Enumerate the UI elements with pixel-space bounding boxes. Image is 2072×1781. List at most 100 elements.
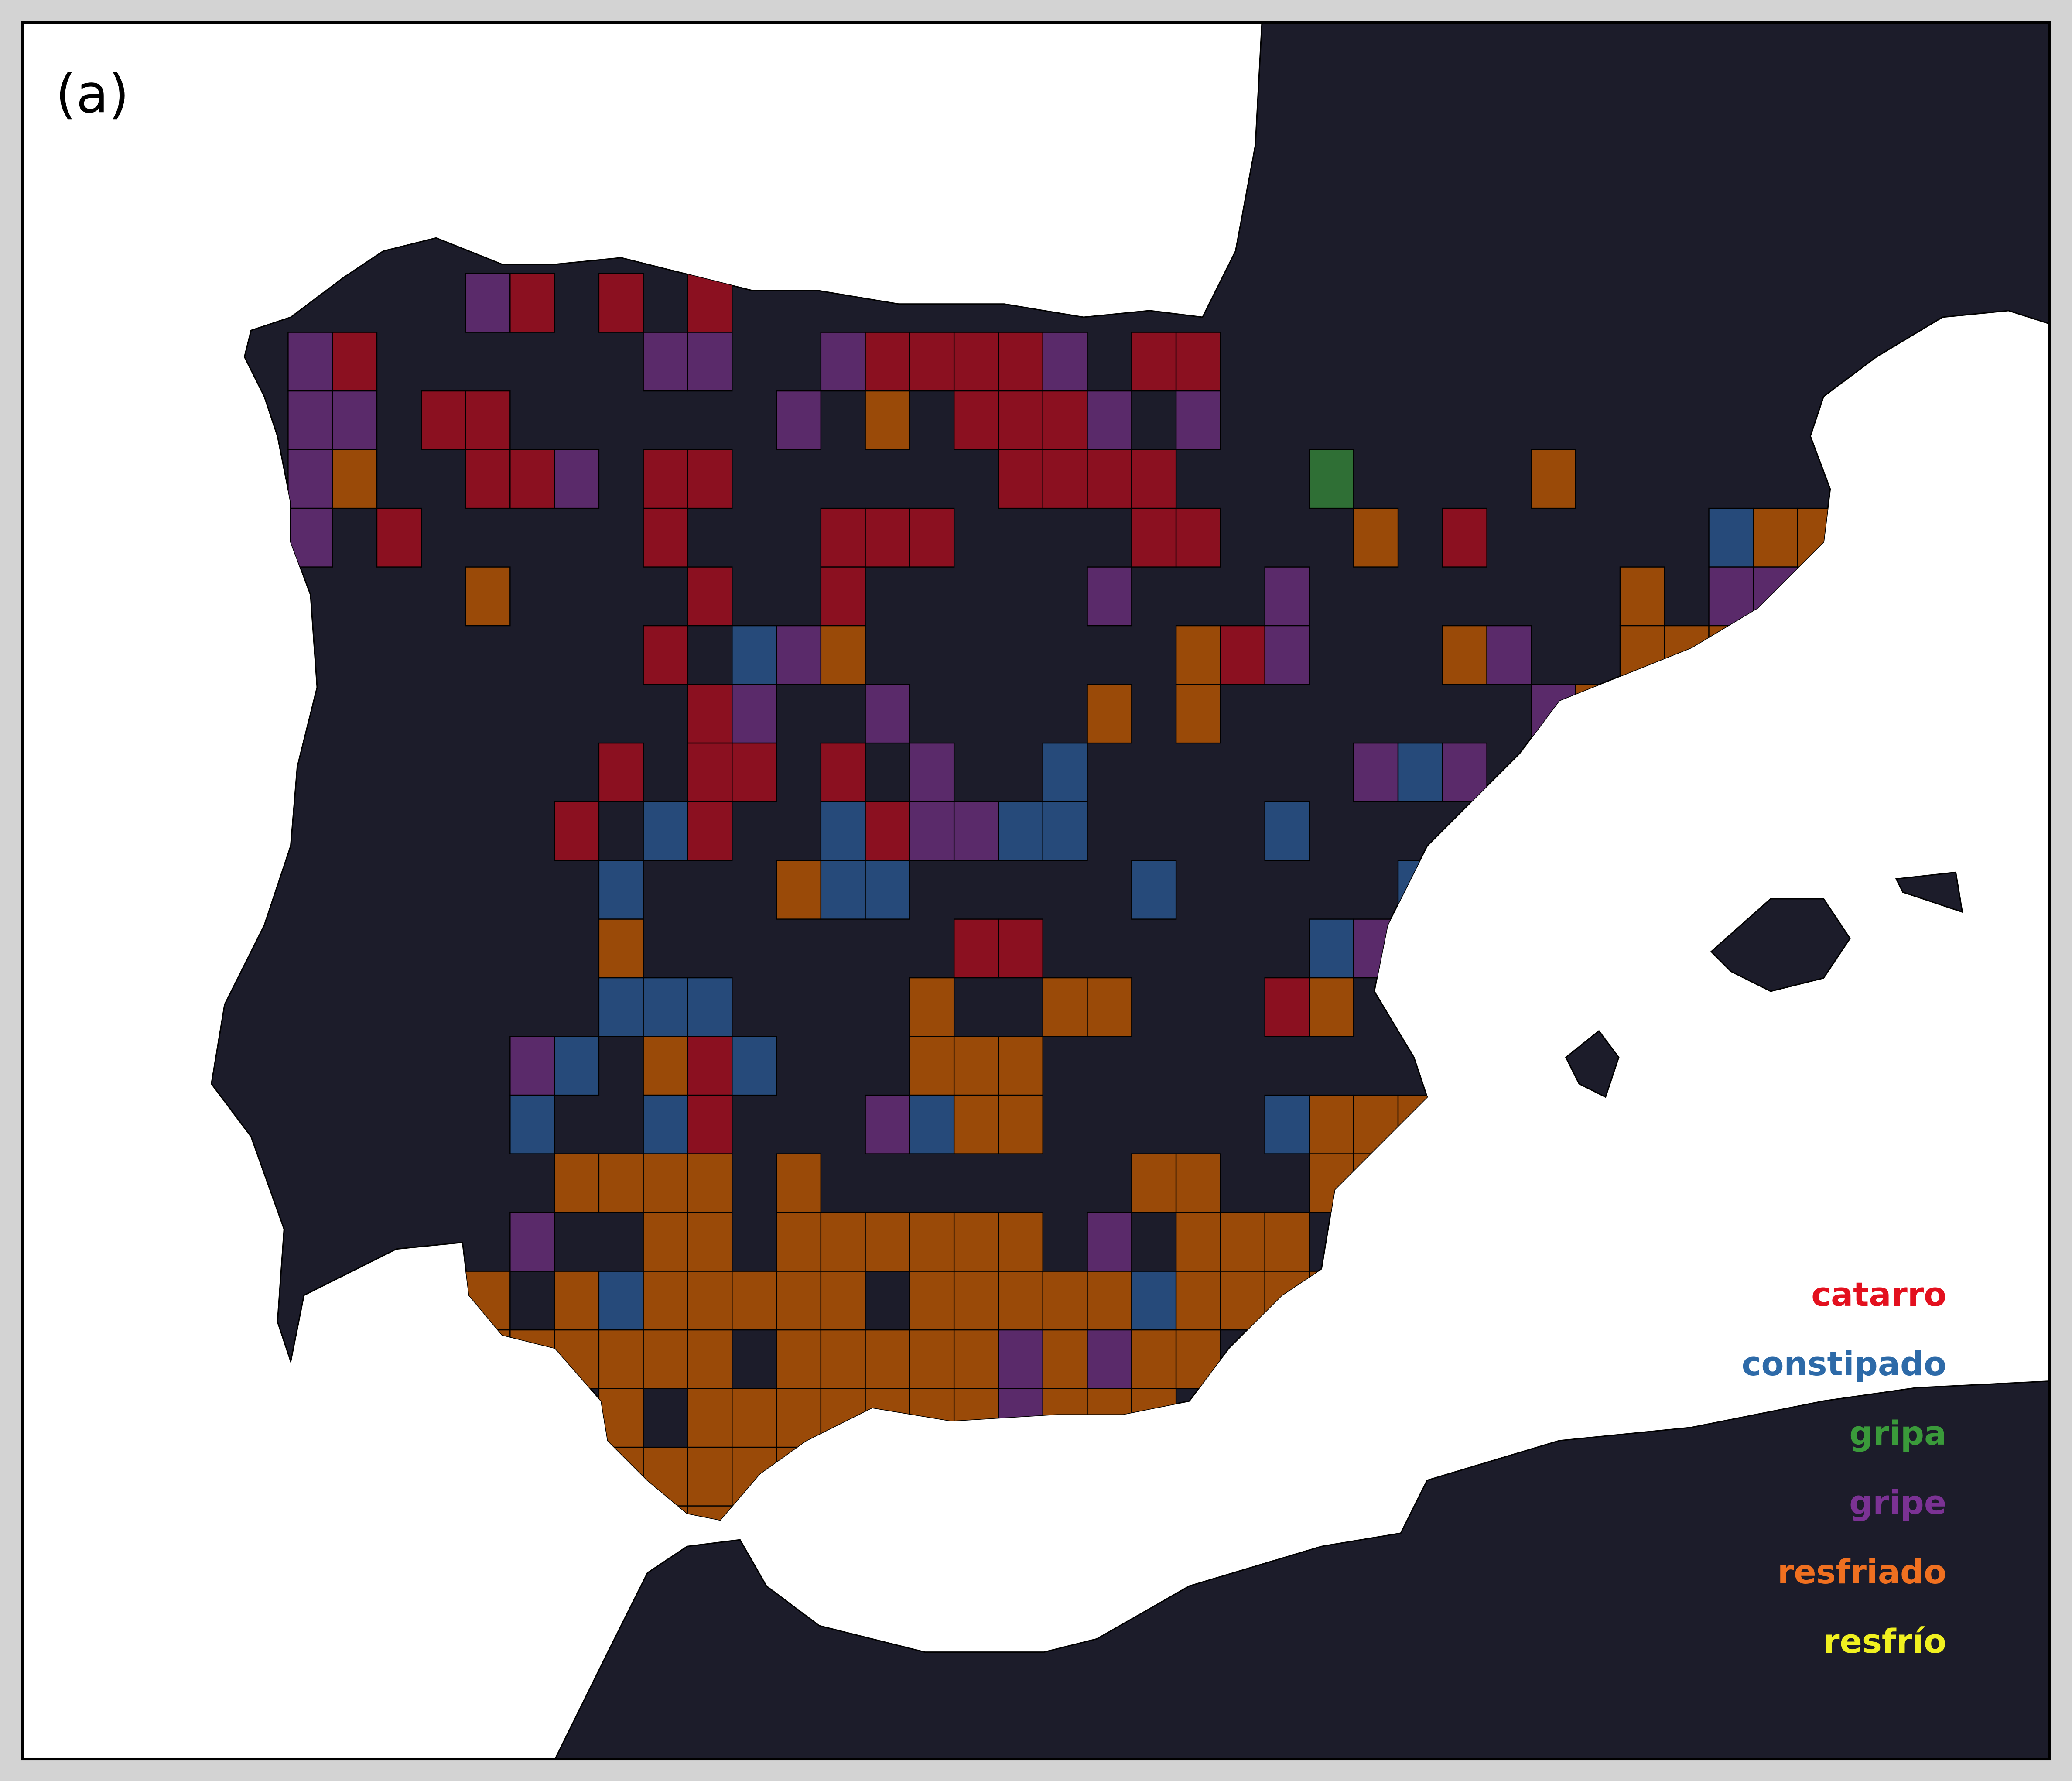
grid-cell: [1531, 449, 1576, 509]
grid-cell: [909, 801, 955, 861]
grid-cell: [643, 1212, 688, 1272]
grid-cell: [776, 860, 822, 920]
grid-cell: [598, 977, 644, 1037]
grid-cell: [865, 860, 910, 920]
grid-cell: [598, 860, 644, 920]
grid-cell: [776, 390, 822, 450]
grid-cell: [820, 507, 866, 568]
grid-cell: [509, 273, 555, 333]
grid-cell: [909, 1094, 955, 1154]
grid-cell: [1087, 1271, 1132, 1331]
grid-cell: [643, 1036, 688, 1096]
grid-cell: [1131, 449, 1177, 509]
grid-cell: [687, 1446, 733, 1507]
grid-cell: [953, 332, 999, 392]
grid-cell: [1264, 1212, 1310, 1272]
grid-cell: [687, 684, 733, 744]
grid-cell: [598, 1271, 644, 1331]
grid-cell: [1309, 918, 1354, 979]
grid-cell: [687, 566, 733, 627]
grid-cell: [643, 625, 688, 685]
grid-cell: [1131, 507, 1177, 568]
grid-cell: [332, 332, 378, 392]
grid-cell: [643, 1329, 688, 1389]
grid-cell: [776, 625, 822, 685]
grid-cell: [909, 332, 955, 392]
grid-cell: [1087, 390, 1132, 450]
grid-cell: [998, 1036, 1043, 1096]
grid-cell: [1042, 801, 1088, 861]
grid-cell: [1042, 742, 1088, 802]
grid-cell: [1619, 566, 1665, 627]
island-mallorca: [1710, 898, 1851, 992]
grid-cell: [732, 684, 777, 744]
grid-cell: [998, 1271, 1043, 1331]
grid-cell: [1131, 860, 1177, 920]
grid-cell: [643, 332, 688, 392]
grid-cell: [1264, 977, 1310, 1037]
grid-cell: [953, 390, 999, 450]
grid-cell: [953, 1094, 999, 1154]
grid-cell: [509, 449, 555, 509]
grid-cell: [820, 1329, 866, 1389]
grid-cell: [865, 1094, 910, 1154]
legend-entry: catarro: [1811, 1275, 1946, 1314]
grid-cell: [332, 449, 378, 509]
grid-cell: [865, 684, 910, 744]
grid-cell: [998, 1094, 1043, 1154]
legend-entry: gripe: [1849, 1483, 1946, 1522]
grid-cell: [1442, 742, 1487, 802]
grid-cell: [598, 1329, 644, 1389]
island-menorca: [1895, 871, 1963, 913]
grid-cell: [465, 566, 511, 627]
grid-cell: [598, 1153, 644, 1213]
grid-cell: [554, 449, 600, 509]
grid-cell: [509, 1036, 555, 1096]
grid-cell: [820, 742, 866, 802]
grid-cell: [1708, 507, 1754, 568]
grid-cell: [643, 977, 688, 1037]
grid-cell: [732, 625, 777, 685]
grid-cell: [865, 332, 910, 392]
grid-cell: [1087, 684, 1132, 744]
grid-cell: [776, 1271, 822, 1331]
grid-cell: [820, 566, 866, 627]
grid-cell: [998, 801, 1043, 861]
grid-cell: [1220, 625, 1265, 685]
grid-cell: [732, 1036, 777, 1096]
grid-cell: [554, 1036, 600, 1096]
grid-cell: [1175, 1271, 1221, 1331]
grid-cell: [1442, 625, 1487, 685]
grid-cell: [998, 390, 1043, 450]
grid-cell: [1131, 1153, 1177, 1213]
grid-cell: [687, 449, 733, 509]
grid-cell: [687, 1153, 733, 1213]
grid-cell: [732, 1388, 777, 1448]
grid-cell: [820, 332, 866, 392]
legend: catarro constipado gripa gripe resfriado resf…: [1742, 1275, 1947, 1661]
grid-cell: [732, 1271, 777, 1331]
grid-cell: [643, 1094, 688, 1154]
grid-cell: [643, 1271, 688, 1331]
grid-cell: [909, 1329, 955, 1389]
grid-cell: [554, 801, 600, 861]
grid-cell: [1309, 1094, 1354, 1154]
grid-cell: [643, 1153, 688, 1213]
grid-cell: [865, 1329, 910, 1389]
grid-cell: [1264, 566, 1310, 627]
grid-cell: [687, 1329, 733, 1389]
grid-cell: [376, 507, 422, 568]
grid-cell: [953, 918, 999, 979]
grid-cell: [1353, 507, 1399, 568]
grid-cell: [1353, 742, 1399, 802]
grid-cell: [598, 742, 644, 802]
grid-cell: [687, 1094, 733, 1154]
grid-cell: [421, 390, 466, 450]
grid-cell: [1397, 742, 1443, 802]
grid-cell: [1042, 1271, 1088, 1331]
grid-cell: [909, 507, 955, 568]
legend-entry: resfrío: [1823, 1622, 1946, 1661]
grid-cell: [687, 332, 733, 392]
